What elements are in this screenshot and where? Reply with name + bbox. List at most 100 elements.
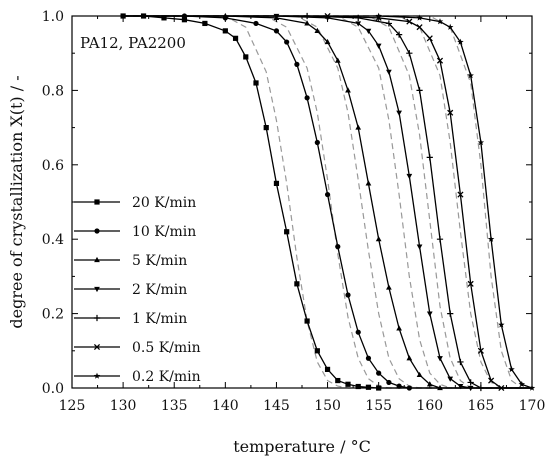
legend-label: 1 K/min <box>132 311 187 327</box>
data-point-3-11 <box>386 284 392 290</box>
legend-item-1: 20 K/min <box>74 195 196 211</box>
data-point-5-10 <box>457 358 464 366</box>
data-point-2-15 <box>386 379 392 386</box>
data-point-1-17 <box>335 377 341 384</box>
legend-label: 5 K/min <box>132 253 187 269</box>
x-tick-label: 125 <box>59 398 86 414</box>
data-point-2-12 <box>355 329 361 335</box>
data-point-1-12 <box>284 229 290 235</box>
data-point-4-13 <box>457 384 464 390</box>
model-curve-5 <box>123 15 532 389</box>
data-point-1-5 <box>202 20 208 27</box>
data-point-6-3 <box>406 18 413 25</box>
legend-label: 0.2 K/min <box>132 369 201 385</box>
data-point-1-20 <box>365 384 372 390</box>
y-tick-label: 0.6 <box>42 158 64 174</box>
data-point-1-11 <box>273 180 280 186</box>
data-point-2-10 <box>335 244 341 250</box>
data-point-5-7 <box>426 154 433 161</box>
legend-label: 0.5 K/min <box>132 340 201 356</box>
legend-item-4: 2 K/min <box>74 282 187 298</box>
data-point-4-12 <box>447 376 454 382</box>
data-point-2-13 <box>365 355 372 361</box>
data-point-1-4 <box>181 17 188 23</box>
data-point-7-8 <box>487 235 495 242</box>
data-point-5-11 <box>467 379 474 386</box>
legend-item-7: 0.2 K/min <box>74 369 201 385</box>
data-point-5-9 <box>447 310 454 317</box>
data-point-3-14 <box>416 371 423 378</box>
data-point-6-10 <box>477 347 484 354</box>
y-tick-label: 0.4 <box>42 232 64 248</box>
data-point-4-7 <box>396 110 402 116</box>
x-tick-label: 140 <box>212 398 239 414</box>
data-point-4-10 <box>426 311 433 317</box>
axis-tick-labels: 125 130 135 140 145 150 155 160 165 170 0.0 0.2 0.4 0… <box>42 9 546 414</box>
x-tick-label: 160 <box>416 398 443 414</box>
data-point-7-10 <box>508 366 515 373</box>
legend-label: 2 K/min <box>132 282 187 298</box>
legend-marker <box>93 314 101 322</box>
data-point-1-3 <box>161 15 167 21</box>
legend-item-6: 0.5 K/min <box>74 340 201 356</box>
legend-marker <box>94 286 100 293</box>
y-tick-label: 0.2 <box>42 307 64 323</box>
legend-label: 20 K/min <box>132 195 196 211</box>
legend-marker <box>94 228 100 234</box>
data-point-6-6 <box>436 57 444 64</box>
data-point-6-5 <box>426 35 433 42</box>
data-point-2-4 <box>273 28 280 34</box>
y-tick-label: 0.0 <box>42 381 64 397</box>
data-point-3-13 <box>406 355 413 361</box>
legend-marker <box>93 372 101 379</box>
series-line-5 <box>123 15 532 389</box>
data-point-4-6 <box>386 69 392 75</box>
data-point-4-5 <box>375 43 382 49</box>
data-point-4-3 <box>355 21 362 27</box>
data-point-6-4 <box>416 24 423 31</box>
data-point-6-11 <box>488 377 495 384</box>
data-point-7-7 <box>477 139 485 146</box>
x-tick-label: 155 <box>365 398 392 414</box>
legend-marker <box>93 343 101 351</box>
data-point-2-14 <box>376 370 382 376</box>
x-tick-label: 145 <box>263 398 290 414</box>
data-point-6-9 <box>467 280 474 287</box>
x-tick-label: 135 <box>161 398 188 414</box>
data-point-6-8 <box>457 191 464 198</box>
data-point-4-4 <box>365 28 372 34</box>
data-point-1-9 <box>253 80 259 86</box>
y-tick-label: 0.8 <box>42 83 64 99</box>
series-line-6 <box>123 15 532 389</box>
data-point-1-13 <box>294 281 300 287</box>
data-point-7-4 <box>447 23 454 30</box>
data-point-3-12 <box>396 325 402 331</box>
x-tick-label: 170 <box>519 398 546 414</box>
axis-ticks <box>71 15 533 389</box>
y-axis-label: degree of crystallization X(t) / - <box>7 75 26 328</box>
data-point-3-9 <box>365 180 372 186</box>
data-point-5-5 <box>406 50 413 57</box>
data-point-3-4 <box>314 27 321 33</box>
data-point-3-6 <box>334 57 341 63</box>
data-point-1-16 <box>324 366 331 372</box>
data-point-5-8 <box>436 236 444 243</box>
data-point-3-7 <box>345 87 351 93</box>
legend-marker <box>94 199 100 205</box>
y-tick-label: 1.0 <box>42 9 64 25</box>
data-point-7-9 <box>498 321 505 328</box>
data-point-2-3 <box>253 20 259 27</box>
legend-item-3: 5 K/min <box>74 253 187 269</box>
data-point-2-9 <box>324 191 331 198</box>
data-point-5-4 <box>395 31 403 38</box>
data-point-4-11 <box>437 356 443 362</box>
data-point-1-15 <box>314 348 320 354</box>
legend-item-5: 1 K/min <box>74 311 187 327</box>
data-point-3-5 <box>324 38 331 45</box>
data-point-7-3 <box>436 18 444 25</box>
data-point-7-2 <box>416 14 423 21</box>
data-point-7-11 <box>518 380 525 388</box>
data-point-3-10 <box>375 236 382 242</box>
